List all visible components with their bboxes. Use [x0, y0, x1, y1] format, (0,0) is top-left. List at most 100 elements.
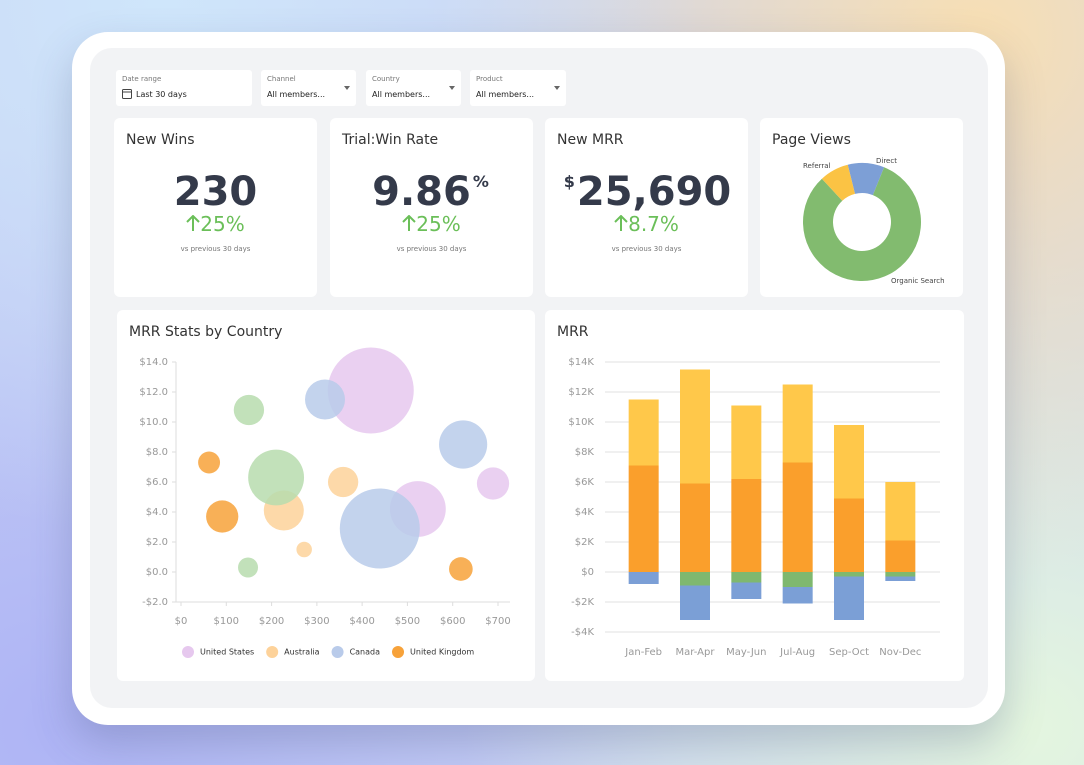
kpi-change-value: 25% [416, 212, 461, 236]
pie-slice [803, 167, 921, 281]
bubble [449, 557, 473, 581]
calendar-icon [122, 89, 132, 99]
bar-segment [782, 572, 813, 587]
kpi-number: 230 [173, 169, 258, 215]
bar-segment [731, 405, 762, 479]
legend-swatch [331, 646, 344, 658]
x-tick-label: $500 [395, 616, 420, 627]
bubble [339, 488, 420, 569]
filter-label: Date range [122, 75, 162, 83]
kpi-unit: % [472, 172, 489, 191]
bar-segment [628, 572, 659, 584]
dropdown-caret [344, 86, 350, 90]
bar-segment [680, 585, 710, 620]
bar-segment [834, 425, 864, 499]
kpi-change: 8.7% [545, 212, 748, 236]
filter[interactable]: Product All members... [470, 70, 566, 106]
bubble [476, 467, 510, 500]
kpi-value: $25,690 [545, 168, 748, 216]
bar-segment [731, 479, 762, 572]
bar-segment [782, 462, 813, 572]
bar-segment [731, 572, 762, 583]
y-tick-label: $6K [575, 477, 595, 488]
bubble [233, 394, 265, 426]
x-tick-label: $700 [485, 616, 510, 627]
y-tick-label: -$2.0 [142, 597, 168, 608]
bar-segment [628, 465, 659, 572]
y-tick-label: $2.0 [146, 537, 168, 548]
x-tick-label: $300 [304, 616, 329, 627]
bubble [206, 500, 239, 533]
up-arrow [186, 214, 200, 231]
up-arrow [614, 214, 628, 231]
kpi-card: Trial:Win Rate 9.86% 25% vs previous 30 … [330, 118, 533, 297]
kpi-note: vs previous 30 days [611, 245, 682, 253]
dropdown-caret [554, 86, 560, 90]
kpi-change: 25% [114, 212, 317, 236]
y-tick-label: $0.0 [146, 567, 168, 578]
filter-value: All members... [267, 90, 326, 99]
bubble [327, 347, 414, 434]
x-tick-label: $100 [214, 616, 239, 627]
x-tick-label: Jan-Feb [624, 647, 662, 658]
y-tick-label: $10K [568, 417, 594, 428]
y-tick-label: $8.0 [146, 447, 168, 458]
kpi-card: New Wins 230 25% vs previous 30 days [114, 118, 317, 297]
legend-swatch [182, 646, 194, 658]
kpi-title: Trial:Win Rate [342, 132, 439, 148]
y-tick-label: $12.0 [139, 387, 168, 398]
pie-label: Direct [876, 157, 897, 165]
y-tick-label: $4.0 [146, 507, 168, 518]
legend-label: United Kingdom [410, 648, 474, 657]
pie-label: Referral [803, 162, 831, 170]
bubble [296, 541, 312, 558]
y-tick-label: $0 [581, 567, 594, 578]
filter[interactable]: Country All members... [366, 70, 461, 106]
x-tick-label: Jul-Aug [779, 647, 815, 658]
y-tick-label: -$4K [571, 627, 594, 638]
bar-segment [885, 572, 916, 577]
x-tick-label: $0 [175, 616, 188, 627]
y-tick-label: $10.0 [139, 417, 168, 428]
y-tick-label: $4K [575, 507, 595, 518]
filter[interactable]: Date range Last 30 days [116, 70, 252, 106]
chart-title: Page Views [772, 132, 851, 148]
kpi-prefix: $ [563, 172, 575, 191]
y-tick-label: -$2K [571, 597, 594, 608]
legend-label: United States [200, 648, 254, 657]
bar-segment [782, 587, 813, 604]
kpi-change-value: 25% [200, 212, 245, 236]
kpi-value: 230 [114, 168, 317, 216]
kpi-title: New Wins [126, 132, 195, 148]
bar-segment [680, 483, 710, 572]
bar-segment [885, 540, 916, 572]
kpi-number: 25,690 [576, 169, 732, 215]
pie-label: Organic Search [891, 277, 945, 285]
bar-segment [782, 384, 813, 463]
legend-label: Canada [350, 648, 381, 657]
filter-label: Product [476, 75, 503, 83]
kpi-title: New MRR [557, 132, 624, 148]
bubble [198, 451, 221, 474]
chart-title: MRR Stats by Country [129, 324, 283, 340]
kpi-note: vs previous 30 days [180, 245, 251, 253]
chart-card: MRR Stats by Country [117, 310, 535, 681]
filter[interactable]: Channel All members... [261, 70, 356, 106]
kpi-change: 25% [330, 212, 533, 236]
y-tick-label: $14.0 [139, 357, 168, 368]
bar-segment [731, 582, 762, 599]
bar-segment [885, 482, 916, 541]
bar-segment [628, 399, 659, 466]
bar-segment [834, 572, 864, 577]
y-tick-label: $8K [575, 447, 595, 458]
legend-swatch [392, 646, 405, 658]
filter-label: Country [372, 75, 400, 83]
kpi-value: 9.86% [330, 168, 533, 216]
bubble [305, 379, 346, 420]
up-arrow [402, 214, 416, 231]
legend-swatch [266, 646, 279, 658]
bubble [248, 449, 305, 506]
x-tick-label: Sep-Oct [829, 647, 869, 658]
bubble [439, 420, 488, 469]
